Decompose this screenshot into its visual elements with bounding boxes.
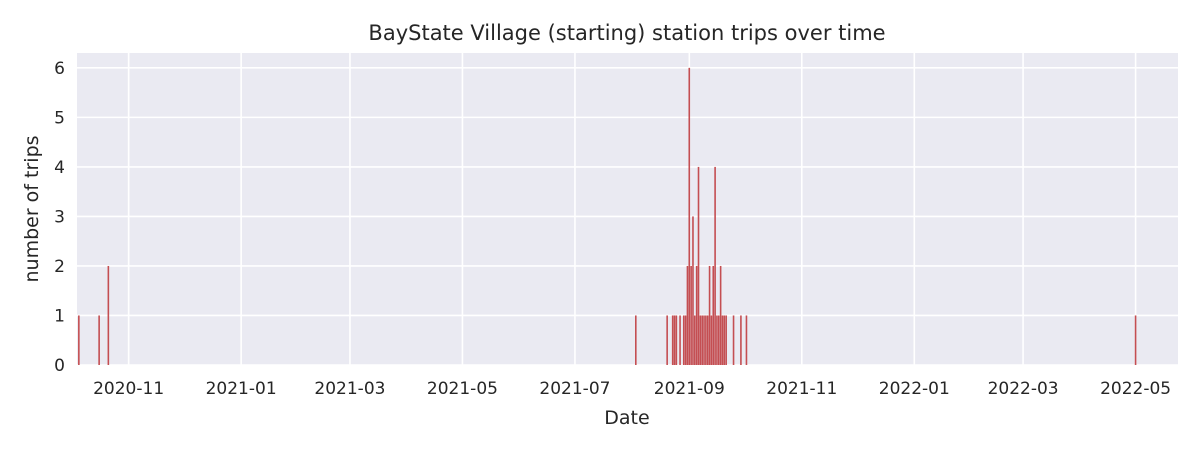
bar [98, 315, 100, 365]
y-tick-label: 5 [54, 108, 65, 128]
bar [740, 315, 742, 365]
bar [1134, 315, 1137, 365]
bar [695, 265, 698, 365]
bar [671, 315, 674, 365]
bar [716, 315, 718, 365]
bar [721, 315, 724, 365]
bar [679, 315, 681, 365]
bar [688, 67, 691, 365]
y-tick-label: 3 [54, 207, 65, 227]
y-axis-label: number of trips [21, 135, 43, 282]
bar [714, 166, 716, 365]
bar [701, 315, 703, 365]
x-tick-label: 2021-11 [766, 379, 837, 399]
x-tick-label: 2022-01 [879, 379, 950, 399]
bar [684, 315, 687, 365]
bar [732, 315, 735, 365]
x-tick-label: 2021-01 [206, 379, 277, 399]
bar [723, 315, 726, 365]
bar [686, 265, 689, 365]
bar [725, 315, 727, 365]
x-tick-label: 2021-03 [314, 379, 385, 399]
x-tick-label: 2021-09 [654, 379, 725, 399]
bar [694, 315, 696, 365]
bar [703, 315, 705, 365]
y-axis-ticks: 0 1 2 3 4 5 6 [54, 59, 65, 376]
bar [719, 265, 722, 365]
bar [712, 265, 715, 365]
bar [710, 315, 713, 365]
bar [690, 265, 692, 365]
bar [705, 315, 707, 365]
bar [697, 166, 700, 365]
y-tick-label: 0 [54, 356, 65, 376]
x-tick-label: 2020-11 [93, 379, 164, 399]
y-tick-label: 2 [54, 257, 65, 277]
bar [682, 315, 685, 365]
y-tick-label: 6 [54, 59, 65, 79]
x-tick-label: 2021-07 [539, 379, 610, 399]
bar [717, 315, 720, 365]
y-tick-label: 4 [54, 158, 65, 178]
bar [634, 315, 637, 365]
chart-title: BayState Village (starting) station trip… [368, 21, 885, 45]
y-tick-label: 1 [54, 306, 65, 326]
plot-background [77, 53, 1178, 365]
bar [666, 315, 668, 365]
bar [107, 265, 110, 365]
bar [708, 265, 711, 365]
bar [673, 315, 676, 365]
bars [78, 67, 1137, 365]
bar [745, 315, 748, 365]
bar [78, 315, 80, 365]
bar [699, 315, 702, 365]
bar [706, 315, 709, 365]
x-axis-ticks: 2020-11 2021-01 2021-03 2021-05 2021-07 2021-… [93, 379, 1171, 399]
x-axis-label: Date [604, 407, 649, 429]
bar [675, 315, 678, 365]
x-tick-label: 2022-05 [1100, 379, 1171, 399]
x-tick-label: 2022-03 [988, 379, 1059, 399]
x-tick-label: 2021-05 [427, 379, 498, 399]
bar [692, 216, 694, 365]
